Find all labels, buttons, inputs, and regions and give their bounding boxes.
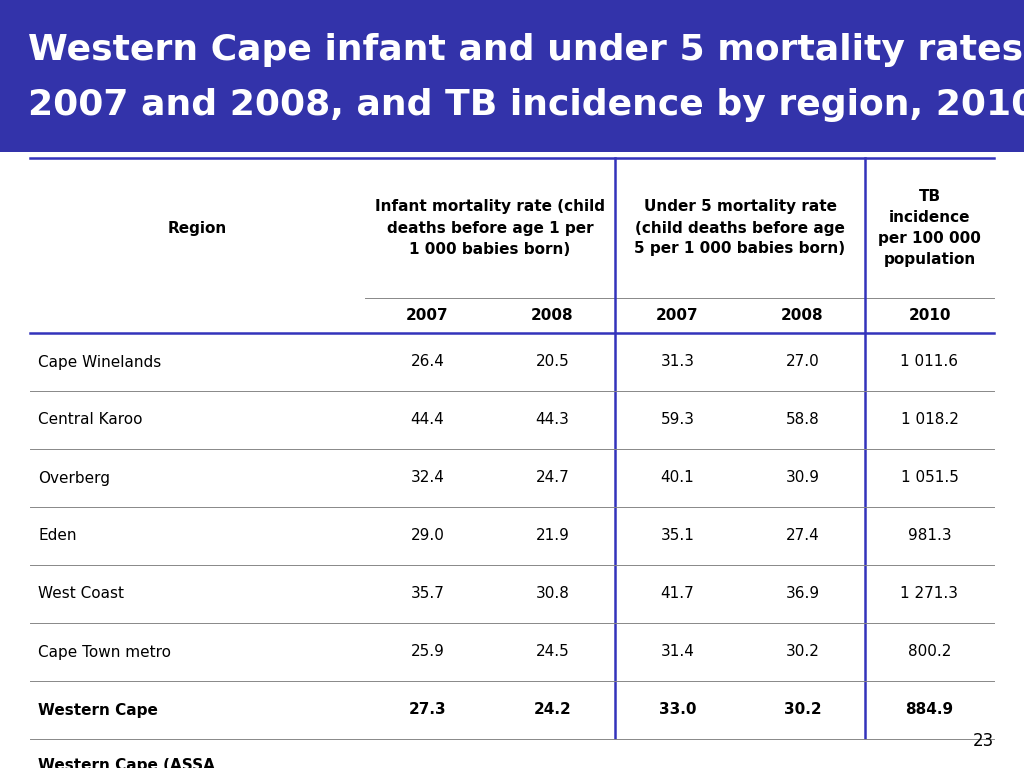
Text: 30.8: 30.8 (536, 587, 569, 601)
Text: Western Cape: Western Cape (38, 703, 158, 717)
Text: 30.9: 30.9 (785, 471, 819, 485)
Text: 884.9: 884.9 (905, 703, 953, 717)
Text: 59.3: 59.3 (660, 412, 694, 428)
Text: 1 018.2: 1 018.2 (900, 412, 958, 428)
Text: 40.1: 40.1 (660, 471, 694, 485)
Text: 58.8: 58.8 (785, 412, 819, 428)
Bar (0, 0, 1024, 152)
Text: Central Karoo: Central Karoo (38, 412, 142, 428)
Text: 30.2: 30.2 (783, 703, 821, 717)
Text: 2007: 2007 (407, 308, 449, 323)
Text: Overberg: Overberg (38, 471, 110, 485)
Text: 24.5: 24.5 (536, 644, 569, 660)
Text: 2007 and 2008, and TB incidence by region, 2010: 2007 and 2008, and TB incidence by regio… (28, 88, 1024, 122)
Text: 32.4: 32.4 (411, 471, 444, 485)
Text: 23: 23 (973, 732, 994, 750)
Text: 2007: 2007 (656, 308, 698, 323)
Text: Under 5 mortality rate
(child deaths before age
5 per 1 000 babies born): Under 5 mortality rate (child deaths bef… (635, 200, 846, 257)
Text: Cape Winelands: Cape Winelands (38, 355, 161, 369)
Text: 2008: 2008 (531, 308, 573, 323)
Text: Region: Region (168, 220, 227, 236)
Text: 20.5: 20.5 (536, 355, 569, 369)
Text: 31.3: 31.3 (660, 355, 694, 369)
Text: 44.3: 44.3 (536, 412, 569, 428)
Text: 1 011.6: 1 011.6 (900, 355, 958, 369)
Text: 36.9: 36.9 (785, 587, 819, 601)
Text: 27.3: 27.3 (409, 703, 446, 717)
Text: 25.9: 25.9 (411, 644, 444, 660)
Text: 29.0: 29.0 (411, 528, 444, 544)
Text: 2010: 2010 (908, 308, 950, 323)
Text: 35.7: 35.7 (411, 587, 444, 601)
Text: 31.4: 31.4 (660, 644, 694, 660)
Text: 1 271.3: 1 271.3 (900, 587, 958, 601)
Text: West Coast: West Coast (38, 587, 124, 601)
Text: 33.0: 33.0 (658, 703, 696, 717)
Text: 27.0: 27.0 (785, 355, 819, 369)
Text: 41.7: 41.7 (660, 587, 694, 601)
Text: Eden: Eden (38, 528, 77, 544)
Text: 24.2: 24.2 (534, 703, 571, 717)
Text: TB
incidence
per 100 000
population: TB incidence per 100 000 population (878, 189, 981, 267)
Text: 2008: 2008 (781, 308, 824, 323)
Text: 26.4: 26.4 (411, 355, 444, 369)
Text: 30.2: 30.2 (785, 644, 819, 660)
Text: Western Cape (ASSA
2008 estimates): Western Cape (ASSA 2008 estimates) (38, 758, 215, 768)
Text: 800.2: 800.2 (908, 644, 951, 660)
Text: 1 051.5: 1 051.5 (900, 471, 958, 485)
Text: 35.1: 35.1 (660, 528, 694, 544)
Text: Western Cape infant and under 5 mortality rates,: Western Cape infant and under 5 mortalit… (28, 33, 1024, 67)
Text: Infant mortality rate (child
deaths before age 1 per
1 000 babies born): Infant mortality rate (child deaths befo… (375, 200, 605, 257)
Text: 24.7: 24.7 (536, 471, 569, 485)
Text: 21.9: 21.9 (536, 528, 569, 544)
Text: 981.3: 981.3 (907, 528, 951, 544)
Text: 27.4: 27.4 (785, 528, 819, 544)
Text: Cape Town metro: Cape Town metro (38, 644, 171, 660)
Text: 44.4: 44.4 (411, 412, 444, 428)
